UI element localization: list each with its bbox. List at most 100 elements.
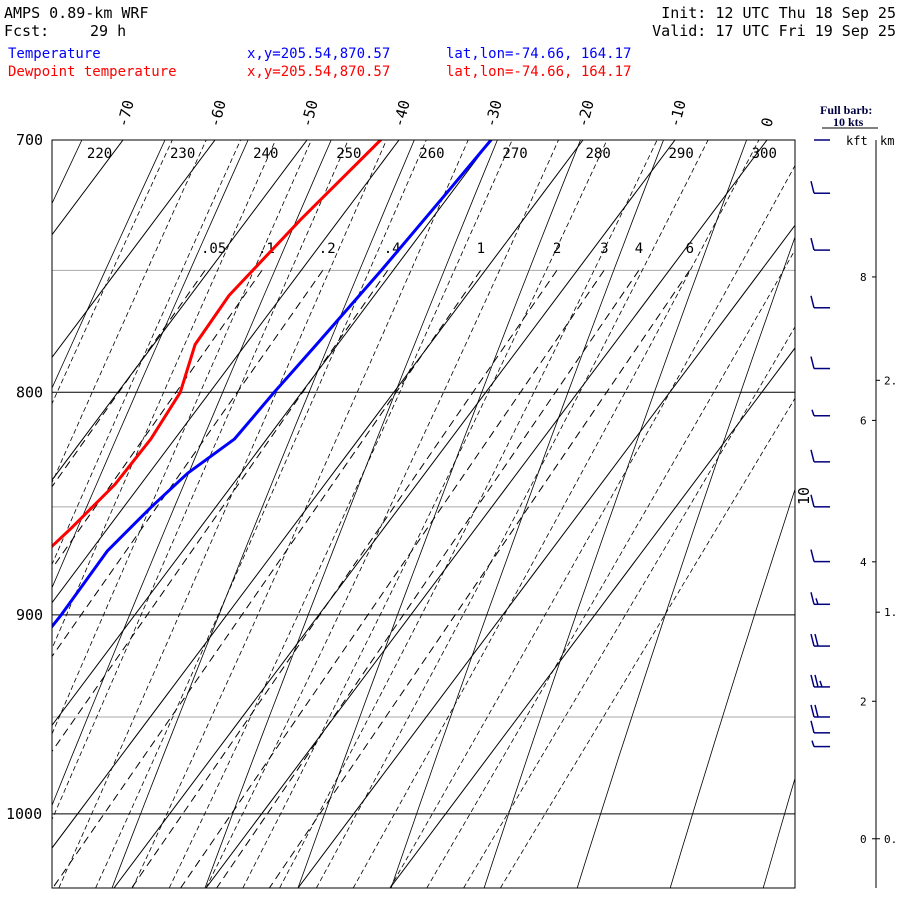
dry-adiabat — [52, 140, 249, 589]
barb-full — [810, 356, 815, 369]
dry-adiabat — [204, 140, 498, 888]
wind-barb — [810, 704, 830, 718]
wind-barb — [810, 592, 830, 606]
isotherm — [52, 140, 400, 604]
barb-full — [810, 449, 815, 463]
isentrope-label: 240 — [253, 146, 278, 162]
temp-tick-label: -30 — [481, 98, 505, 129]
dry-adiabat — [52, 140, 83, 205]
wind-barb — [810, 295, 830, 309]
mixing-ratio-line — [131, 270, 558, 888]
temp-tick-label: 0 — [757, 116, 777, 129]
plot-frame — [51, 139, 796, 889]
km-label: km — [880, 134, 894, 148]
pressure-label-900: 900 — [16, 606, 43, 624]
moist-adiabat — [279, 140, 658, 888]
moist-adiabat — [426, 249, 795, 888]
moist-adiabat — [52, 140, 276, 650]
isentrope-label: 270 — [502, 146, 527, 162]
barb-full — [814, 633, 819, 647]
isotherm — [389, 347, 795, 888]
km-tick-label: 0. — [884, 833, 897, 846]
barb-full — [814, 674, 819, 688]
barb-full — [810, 295, 815, 308]
isotherm — [52, 140, 124, 236]
isentrope-label: 220 — [87, 146, 112, 162]
barb-full — [810, 549, 815, 562]
barb-full — [810, 720, 815, 734]
isentrope-labels: 220 230 240 250 260 270 280 290 300 — [87, 146, 777, 162]
moist-adiabat — [389, 164, 795, 888]
temp-tick-label: -10 — [665, 98, 689, 129]
isotherm — [52, 140, 492, 727]
barb-full — [810, 674, 815, 688]
isentrope-label: 290 — [669, 146, 694, 162]
mixing-ratio-line — [268, 270, 690, 888]
barb-full — [810, 237, 815, 251]
dewpoint-line — [52, 140, 383, 549]
moist-adiabat — [58, 140, 387, 888]
kft-tick-label: 4 — [860, 556, 867, 569]
moist-adiabat — [52, 140, 173, 405]
dry-adiabat — [52, 140, 332, 807]
legend-temperature-label: Temperature — [8, 46, 101, 62]
mixing-ratio-line — [52, 270, 482, 888]
barb-full — [814, 704, 819, 718]
wind-barb — [810, 494, 830, 508]
mixing-ratio-line — [52, 270, 206, 488]
barb-full — [810, 494, 815, 508]
isotherm — [297, 224, 795, 888]
kft-tick-label: 0 — [860, 833, 867, 846]
wind-barb — [810, 720, 830, 734]
barb-half — [815, 598, 819, 605]
wind-barb — [810, 181, 830, 194]
moist-adiabat — [463, 326, 795, 888]
temperature-line — [52, 140, 493, 629]
wind-barb — [810, 674, 830, 688]
isotherm — [205, 140, 768, 888]
mixing-ratio-label: .2 — [319, 241, 336, 257]
temp-tick-label: -40 — [389, 98, 413, 129]
dry-adiabat — [483, 140, 747, 888]
pressure-label-700: 700 — [16, 131, 43, 149]
isentrope-label: 300 — [752, 146, 777, 162]
mixing-ratio-label: 6 — [686, 241, 694, 257]
moist-adiabat — [132, 140, 469, 888]
dry-adiabat — [576, 235, 795, 888]
wind-barb — [810, 237, 830, 251]
mixing-ratio-label: 1 — [477, 241, 485, 257]
isentrope-label: 260 — [419, 146, 444, 162]
moist-adiabat — [52, 140, 349, 821]
sounding-series — [52, 140, 493, 629]
barb-half — [811, 740, 815, 747]
pressure-label-800: 800 — [16, 383, 43, 401]
barb-full — [810, 181, 815, 194]
temp-tick-label: -50 — [297, 98, 321, 129]
kft-tick-label: 6 — [860, 414, 867, 427]
isentrope-label: 280 — [586, 146, 611, 162]
init-time: Init: 12 UTC Thu 18 Sep 25 — [661, 4, 896, 22]
dry-adiabat — [390, 140, 664, 888]
legend-temperature-xy: x,y=205.54,870.57 — [247, 46, 390, 62]
background-grid — [52, 140, 795, 888]
isotherm — [52, 140, 308, 481]
moist-adiabat — [95, 140, 427, 888]
dry-adiabat — [669, 488, 795, 888]
temp-tick-label: -60 — [205, 98, 229, 129]
legend-temperature-latlon: lat,lon=-74.66, 164.17 — [446, 46, 631, 62]
model-title: AMPS 0.89-km WRF — [4, 4, 149, 22]
km-tick-label: 2. — [884, 374, 897, 387]
barb-legend-value: 10 kts — [833, 115, 864, 129]
legend-dewpoint-latlon: lat,lon=-74.66, 164.17 — [446, 64, 631, 80]
forecast-hours: 29 h — [90, 22, 127, 40]
kft-label: kft — [846, 134, 868, 148]
wind-barb — [810, 449, 830, 463]
dry-adiabat — [52, 140, 166, 390]
mixing-ratio-line — [216, 270, 640, 888]
barb-full — [810, 633, 815, 647]
barb-legend-title: Full barb: — [820, 103, 872, 117]
wind-barb — [811, 409, 830, 417]
legend-dewpoint-label: Dewpoint temperature — [8, 64, 177, 80]
moist-adiabat — [352, 140, 760, 888]
